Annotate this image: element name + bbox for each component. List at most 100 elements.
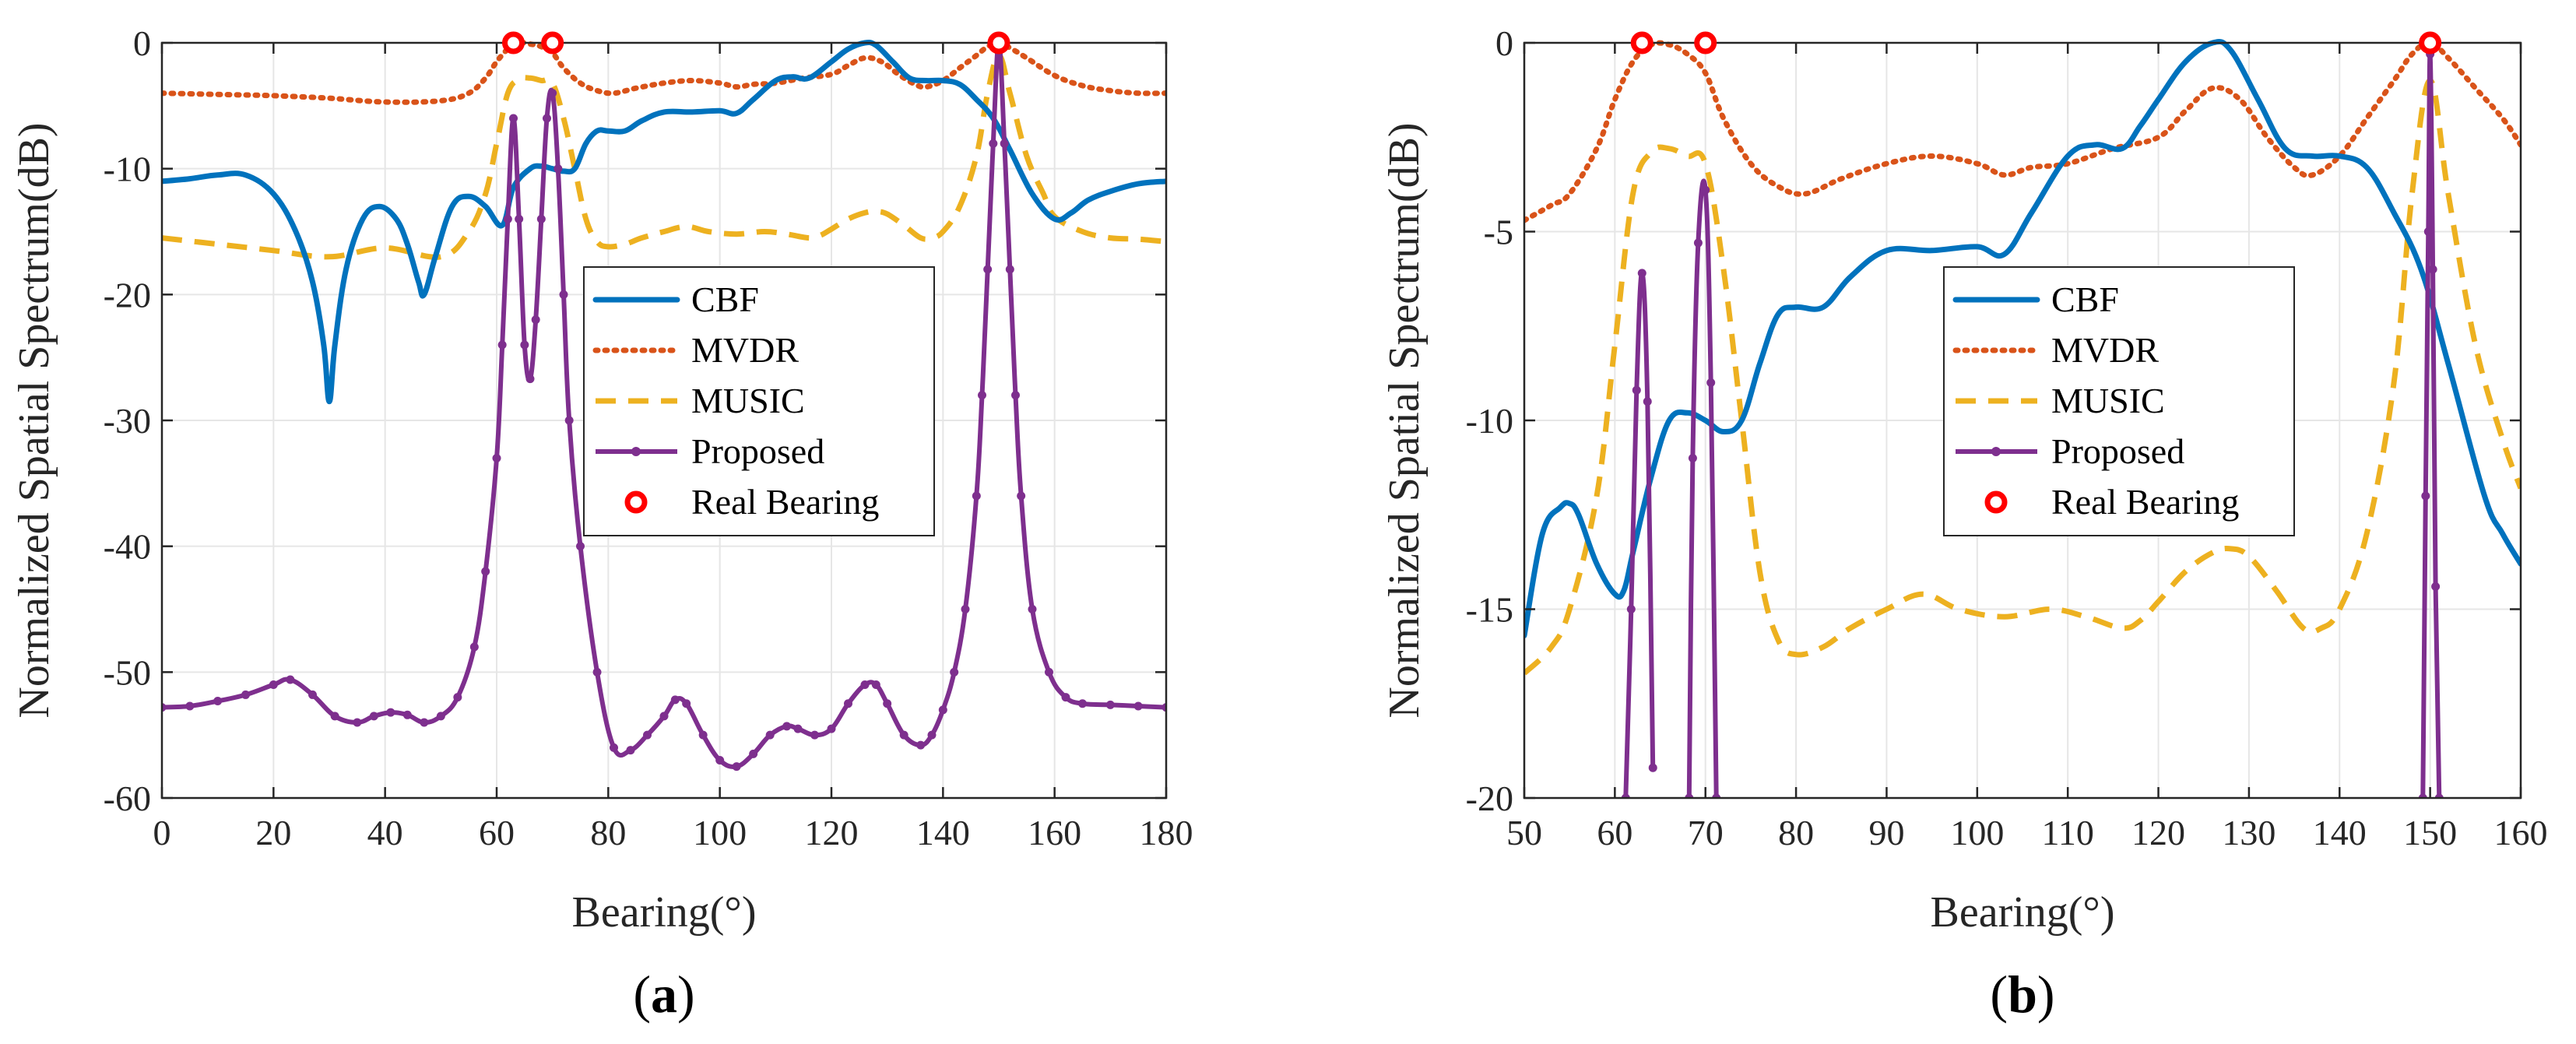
panel-a-proposed-point <box>386 708 395 717</box>
panel-a-proposed-point <box>749 749 758 758</box>
panel-a-proposed-point <box>793 724 803 733</box>
panel-b-proposed-point <box>1626 605 1636 613</box>
panel-b-x-tick-label-140: 140 <box>2313 813 2367 852</box>
panel-a-proposed-point <box>420 718 429 727</box>
panel-a-proposed-point <box>871 680 880 689</box>
panel-b-y-tick-label--15: -15 <box>1466 590 1513 630</box>
panel-a-proposed-point <box>643 730 652 740</box>
panel-b-proposed-point <box>2431 582 2441 591</box>
panel-a-proposed-point <box>308 690 317 699</box>
panel-a-proposed-point <box>436 712 445 721</box>
panel-a-series-cbf-line <box>162 39 1166 405</box>
panel-b-x-tick-label-110: 110 <box>2042 813 2094 852</box>
panel-a-y-tick-label--30: -30 <box>104 401 151 441</box>
panel-a-proposed-point <box>1105 700 1115 709</box>
panel-a-proposed-point <box>525 374 535 384</box>
panel-b-x-tick-label-70: 70 <box>1688 813 1724 852</box>
panel-a-proposed-point <box>1161 703 1166 712</box>
panel-b-y-tick-label--20: -20 <box>1466 779 1513 818</box>
panel-a-proposed-point <box>1011 391 1020 400</box>
panel-a-proposed-point <box>330 712 339 721</box>
panel-b-series-cbf-line <box>1524 38 2521 638</box>
panel-a-proposed-point <box>927 730 937 740</box>
panel-a-proposed-point <box>241 690 250 699</box>
panel-a-proposed-point <box>286 675 295 684</box>
panel-a-y-ticks: 0 -10 -20 -30 -40 -50 -60 <box>104 23 1166 818</box>
panel-b-x-axis-label: Bearing(°) <box>1931 888 2115 937</box>
panel-a-proposed-point <box>860 680 870 689</box>
panel-b-proposed-point <box>1643 397 1652 406</box>
panel-b-proposed-point <box>1712 793 1721 798</box>
panel-b-legend-real-marker <box>1984 490 2008 514</box>
panel-a-label: (a) <box>633 965 694 1024</box>
panel-b-legend-proposed-marker <box>1991 447 2001 456</box>
panel-b-x-tick-label-100: 100 <box>1950 813 2004 852</box>
panel-a-x-axis-label: Bearing(°) <box>572 888 757 937</box>
panel-a-label-letter: a <box>651 965 677 1024</box>
panel-b-real-bearing-marker <box>1694 31 1717 54</box>
panel-a-proposed-point <box>983 265 993 274</box>
panel-a-proposed-point <box>732 762 741 772</box>
panel-a-proposed-point <box>1028 605 1037 613</box>
panel-a-legend-mvdr-text: MVDR <box>691 330 799 370</box>
panel-b-proposed-point <box>2423 227 2433 236</box>
panel-a-real-bearing-marker <box>541 31 564 54</box>
panel-a-legend-music-text: MUSIC <box>691 381 805 420</box>
panel-a-proposed-point <box>1017 491 1026 501</box>
panel-b-proposed-point <box>1637 269 1646 278</box>
panel-b-proposed-point <box>2434 793 2444 798</box>
panel-a-y-tick-label-0: 0 <box>133 23 151 63</box>
panel-a-proposed-point <box>782 722 792 731</box>
panel-a: 0 20 40 60 80 100 120 140 160 180 0 -10 -20 -30 -40 -5… <box>10 23 1193 1024</box>
panel-a-x-tick-label-40: 40 <box>367 813 403 852</box>
panel-a-proposed-point <box>554 164 563 174</box>
panel-a-x-tick-label-180: 180 <box>1140 813 1193 852</box>
panel-a-proposed-point <box>1005 265 1014 274</box>
panel-a-y-tick-label--60: -60 <box>104 779 151 818</box>
panel-a-proposed-point <box>536 214 546 223</box>
panel-b-proposed-point <box>1688 454 1697 462</box>
panel-a-proposed-point <box>469 642 479 652</box>
panel-b-x-ticks: 50 60 70 80 90 100 110 120 130 140 150 160 <box>1506 43 2548 852</box>
panel-a-label-open: ( <box>633 965 651 1024</box>
panel-b-y-tick-label-0: 0 <box>1495 23 1513 63</box>
panel-a-x-ticks: 0 20 40 60 80 100 120 140 160 180 <box>153 43 1193 852</box>
panel-b-proposed-point <box>2428 265 2437 274</box>
panel-a-proposed-point <box>1000 139 1009 148</box>
panel-a-plot <box>162 38 1166 772</box>
panel-a-proposed-point <box>509 114 518 123</box>
panel-b-plot <box>1524 38 2521 798</box>
panel-a-y-tick-label--10: -10 <box>104 149 151 189</box>
panel-a-proposed-point <box>592 667 602 677</box>
panel-b-proposed-point <box>1621 793 1630 798</box>
panel-a-proposed-point <box>978 391 986 400</box>
panel-a-x-tick-label-120: 120 <box>805 813 859 852</box>
panel-b-series-proposed-line-1 <box>1686 178 1719 798</box>
panel-a-proposed-point <box>1078 699 1087 708</box>
panel-b-x-tick-label-150: 150 <box>2403 813 2457 852</box>
panel-a-proposed-point <box>950 667 959 677</box>
panel-a-proposed-point <box>213 697 223 706</box>
panel-a-x-tick-label-20: 20 <box>255 813 291 852</box>
panel-a-proposed-point <box>162 703 167 712</box>
panel-b-proposed-point <box>1685 793 1694 798</box>
panel-a-proposed-point <box>715 756 725 765</box>
panel-a-y-axis-label: Normalized Spatial Spectrum(dB) <box>10 122 58 718</box>
panel-b-x-tick-label-60: 60 <box>1597 813 1632 852</box>
panel-a-x-tick-label-140: 140 <box>916 813 970 852</box>
panel-b-proposed-point <box>1648 763 1657 772</box>
panel-a-proposed-point <box>961 605 970 613</box>
panel-a-proposed-point <box>269 680 278 689</box>
panel-a-proposed-point <box>972 491 981 501</box>
panel-a-proposed-point <box>515 214 524 223</box>
panel-a-proposed-point <box>353 718 362 727</box>
panel-b-label-open: ( <box>1990 965 2008 1024</box>
panel-a-y-tick-label--40: -40 <box>104 527 151 567</box>
panel-a-proposed-point <box>1045 667 1053 677</box>
panel-a-series-music-line <box>162 52 1166 260</box>
panel-a-proposed-point <box>559 290 568 299</box>
panel-a-proposed-point <box>938 705 947 715</box>
panel-a-proposed-point <box>989 139 998 148</box>
panel-a-proposed-point <box>185 701 195 711</box>
